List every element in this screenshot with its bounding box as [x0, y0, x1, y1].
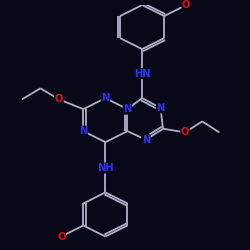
Text: N: N: [79, 126, 88, 136]
Text: N: N: [123, 104, 132, 114]
Text: O: O: [182, 0, 190, 10]
Text: N: N: [156, 103, 165, 113]
Text: N: N: [142, 135, 150, 145]
Text: O: O: [57, 232, 66, 241]
Text: O: O: [181, 128, 189, 138]
Text: HN: HN: [134, 68, 150, 78]
Text: NH: NH: [97, 163, 114, 173]
Text: N: N: [101, 93, 110, 103]
Text: O: O: [54, 94, 63, 104]
